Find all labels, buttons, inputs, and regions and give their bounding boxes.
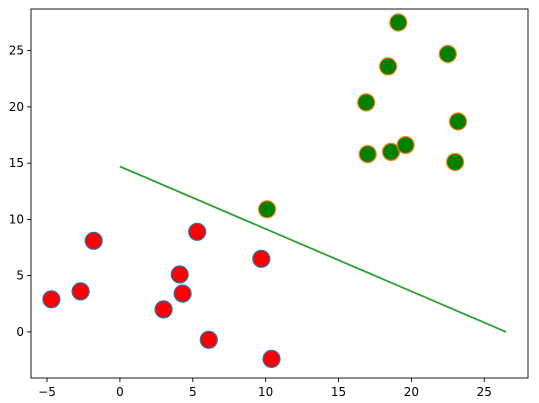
scatter-point-series-2-6	[389, 13, 408, 32]
scatter-point-series-1-2	[71, 282, 90, 301]
decision-line	[119, 165, 507, 333]
plot-marks	[42, 13, 507, 368]
x-tick-label: 20	[404, 385, 419, 399]
scatter-point-series-2-2	[357, 93, 376, 112]
y-tick-label: 15	[9, 156, 24, 170]
y-tick-label: 5	[16, 269, 24, 283]
scatter-point-series-1-6	[173, 284, 192, 303]
scatter-point-series-2-1	[258, 200, 277, 219]
scatter-point-series-2-8	[438, 44, 457, 64]
axes: −5 0 5 10 15 20 25 0 5 10 15 20 25	[9, 8, 529, 399]
scatter-point-series-1-4	[154, 300, 173, 319]
scatter-point-series-1-1	[42, 290, 61, 309]
y-tick-label: 25	[9, 44, 24, 58]
scatter-point-series-1-5	[170, 265, 189, 284]
scatter-point-series-1-7	[188, 222, 207, 241]
scatter-point-series-1-9	[252, 249, 271, 268]
scatter-point-series-1-3	[84, 231, 103, 250]
scatter-point-series-2-9	[446, 152, 465, 172]
x-tick-label: 25	[477, 385, 492, 399]
y-tick-label: 20	[9, 100, 24, 114]
x-tick-label: 10	[258, 385, 273, 399]
x-tick-label: 5	[189, 385, 197, 399]
y-tick-label: 10	[9, 212, 24, 226]
axes-frame	[30, 8, 529, 379]
scatter-point-series-2-5	[381, 142, 401, 161]
x-tick-label: −5	[38, 385, 56, 399]
scatter-point-series-1-10	[262, 349, 281, 368]
scatter-point-series-2-7	[396, 136, 415, 155]
scatter-point-series-2-3	[358, 145, 377, 164]
scatter-point-series-2-4	[379, 57, 398, 76]
y-tick-label: 0	[16, 325, 24, 339]
scatter-point-series-1-8	[199, 330, 218, 349]
x-tick-label: 0	[116, 385, 124, 399]
scatter-point-series-2-10	[448, 112, 468, 131]
x-tick-label: 15	[331, 385, 346, 399]
